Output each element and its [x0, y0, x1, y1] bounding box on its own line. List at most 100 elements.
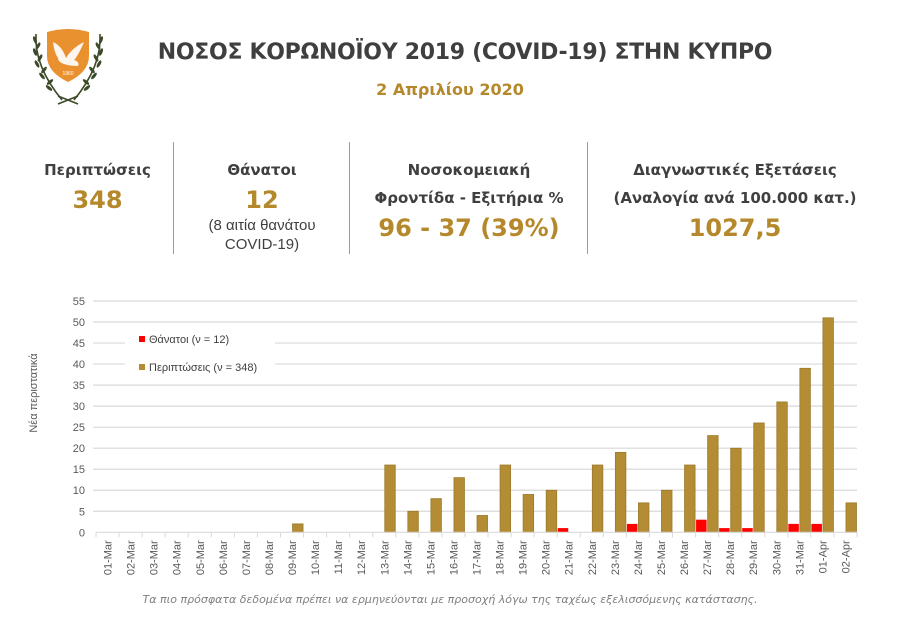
- cases-bar: [707, 435, 719, 533]
- stat-tests-label-line2: (Αναλογία ανά 100.000 κατ.): [613, 189, 857, 207]
- x-tick-label: 06-Mar: [218, 540, 230, 575]
- cases-bar: [384, 464, 396, 533]
- x-tick-label: 25-Mar: [656, 540, 668, 575]
- legend-background: [125, 328, 275, 376]
- x-tick-label: 28-Mar: [725, 540, 737, 575]
- olive-branch-left-icon: [32, 33, 63, 101]
- x-tick-label: 31-Mar: [794, 540, 806, 575]
- x-tick-label: 24-Mar: [633, 540, 645, 575]
- page-title: ΝΟΣΟΣ ΚΟΡΩΝΟΪΟΥ 2019 (COVID-19) ΣΤΗΝ ΚΥΠ…: [157, 40, 773, 65]
- deaths-bar: [742, 528, 753, 533]
- footnote: Τα πιο πρόσφατα δεδομένα πρέπει να ερμην…: [142, 593, 758, 606]
- x-tick-label: 04-Mar: [172, 540, 184, 575]
- deaths-bar: [811, 523, 822, 533]
- x-tick-label: 19-Mar: [518, 540, 530, 575]
- stat-deaths-note-line2: COVID-19): [224, 236, 300, 253]
- x-tick-label: 29-Mar: [748, 540, 760, 575]
- stat-deaths-label: Θάνατοι: [227, 161, 297, 179]
- cases-bar: [453, 477, 465, 533]
- legend-label-cases: Περιπτώσεις (ν = 348): [149, 362, 257, 374]
- x-tick-label: 01-Mar: [103, 540, 115, 575]
- y-tick-label: 50: [73, 317, 85, 329]
- cyprus-coat-of-arms-icon: 1960: [32, 29, 104, 105]
- x-tick-label: 18-Mar: [495, 540, 507, 575]
- deaths-bar: [719, 528, 730, 533]
- y-tick-label: 35: [73, 380, 85, 392]
- legend-label-deaths: Θάνατοι (ν = 12): [149, 334, 229, 346]
- x-tick-label: 05-Mar: [195, 540, 207, 575]
- x-tick-label: 10-Mar: [310, 540, 322, 575]
- x-tick-label: 16-Mar: [448, 540, 460, 575]
- stat-cases-value: 348: [72, 186, 123, 214]
- daily-cases-chart: 0 5 10 15 20 25 30 35 40 45 50 55 01-Mar 02-Mar 03-Ma…: [28, 296, 858, 575]
- report-date: 2 Απριλίου 2020: [376, 80, 524, 99]
- x-tick-label: 08-Mar: [264, 540, 276, 575]
- y-tick-label: 10: [73, 485, 85, 497]
- y-tick-label: 30: [73, 401, 85, 413]
- cases-bar: [822, 317, 834, 533]
- cases-bar: [591, 464, 604, 533]
- deaths-bar: [696, 519, 707, 533]
- cases-bar: [776, 401, 788, 533]
- cases-bar: [430, 498, 442, 533]
- legend-swatch-cases: [139, 364, 145, 370]
- x-tick-label: 21-Mar: [564, 540, 576, 575]
- stat-divider: [587, 142, 588, 254]
- stat-deaths-note-line1: (8 αιτία θανάτου: [208, 217, 316, 234]
- cases-bar: [684, 464, 696, 533]
- deaths-bar: [788, 523, 799, 533]
- stat-tests-value: 1027,5: [688, 214, 782, 242]
- cases-bar: [753, 422, 765, 533]
- chart-bars: [292, 317, 857, 533]
- y-tick-label: 45: [73, 338, 85, 350]
- cases-bar: [476, 515, 488, 533]
- y-tick-label: 55: [73, 296, 85, 308]
- x-tick-label: 12-Mar: [356, 540, 368, 575]
- stat-hospital-label-line1: Νοσοκομειακή: [407, 161, 531, 179]
- x-tick-label: 13-Mar: [379, 540, 391, 575]
- cases-bar: [407, 510, 419, 533]
- cases-bar: [292, 523, 304, 533]
- y-tick-label: 15: [73, 464, 85, 476]
- x-tick-label: 07-Mar: [241, 540, 253, 575]
- stat-cases: Περιπτώσεις 348: [20, 156, 175, 216]
- stat-hospital-label-line2: Φροντίδα - Εξιτήρια %: [374, 189, 564, 207]
- y-tick-label: 40: [73, 359, 85, 371]
- stat-divider: [349, 142, 350, 254]
- deaths-bar: [557, 528, 569, 533]
- olive-branch-right-icon: [73, 33, 104, 101]
- y-tick-label: 5: [79, 506, 85, 518]
- stat-hospital: Νοσοκομειακή Φροντίδα - Εξιτήρια % 96 - …: [352, 156, 586, 244]
- y-axis-label: Νέα περιστατικά: [28, 353, 40, 433]
- stat-divider: [173, 142, 174, 254]
- cases-bar: [638, 502, 650, 533]
- x-tick-label: 01-Apr: [817, 540, 829, 573]
- x-tick-label: 11-Mar: [333, 540, 345, 574]
- stat-hospital-value: 96 - 37 (39%): [378, 214, 560, 242]
- legend-swatch-deaths: [139, 336, 145, 342]
- x-tick-label: 22-Mar: [587, 540, 599, 575]
- x-axis: 01-Mar 02-Mar 03-Mar 04-Mar 05-Mar 06-Mar 07-M…: [95, 531, 858, 575]
- cases-bar: [545, 489, 558, 533]
- x-tick-label: 30-Mar: [771, 540, 783, 575]
- stat-deaths: Θάνατοι 12 (8 αιτία θανάτου COVID-19): [176, 156, 348, 254]
- x-tick-label: 02-Apr: [840, 540, 852, 573]
- cases-bar: [799, 367, 811, 533]
- stat-tests: Διαγνωστικές Εξετάσεις (Αναλογία ανά 100…: [590, 156, 880, 244]
- x-tick-label: 17-Mar: [472, 540, 484, 575]
- x-tick-label: 23-Mar: [610, 540, 622, 575]
- cases-bar: [661, 489, 673, 533]
- crossed-stems-icon: [57, 95, 79, 105]
- y-axis-ticks: 0 5 10 15 20 25 30 35 40 45 50 55: [73, 296, 85, 539]
- y-tick-label: 20: [73, 443, 85, 455]
- stat-cases-label: Περιπτώσεις: [44, 161, 151, 179]
- cases-bar: [499, 464, 511, 533]
- y-tick-label: 25: [73, 422, 85, 434]
- x-tick-label: 09-Mar: [287, 540, 299, 575]
- x-tick-label: 27-Mar: [702, 540, 714, 575]
- cases-bar: [614, 451, 627, 533]
- logo-year: 1960: [62, 71, 73, 77]
- x-tick-label: 14-Mar: [402, 540, 414, 575]
- x-tick-label: 15-Mar: [425, 540, 437, 575]
- stat-tests-label-line1: Διαγνωστικές Εξετάσεις: [633, 161, 837, 179]
